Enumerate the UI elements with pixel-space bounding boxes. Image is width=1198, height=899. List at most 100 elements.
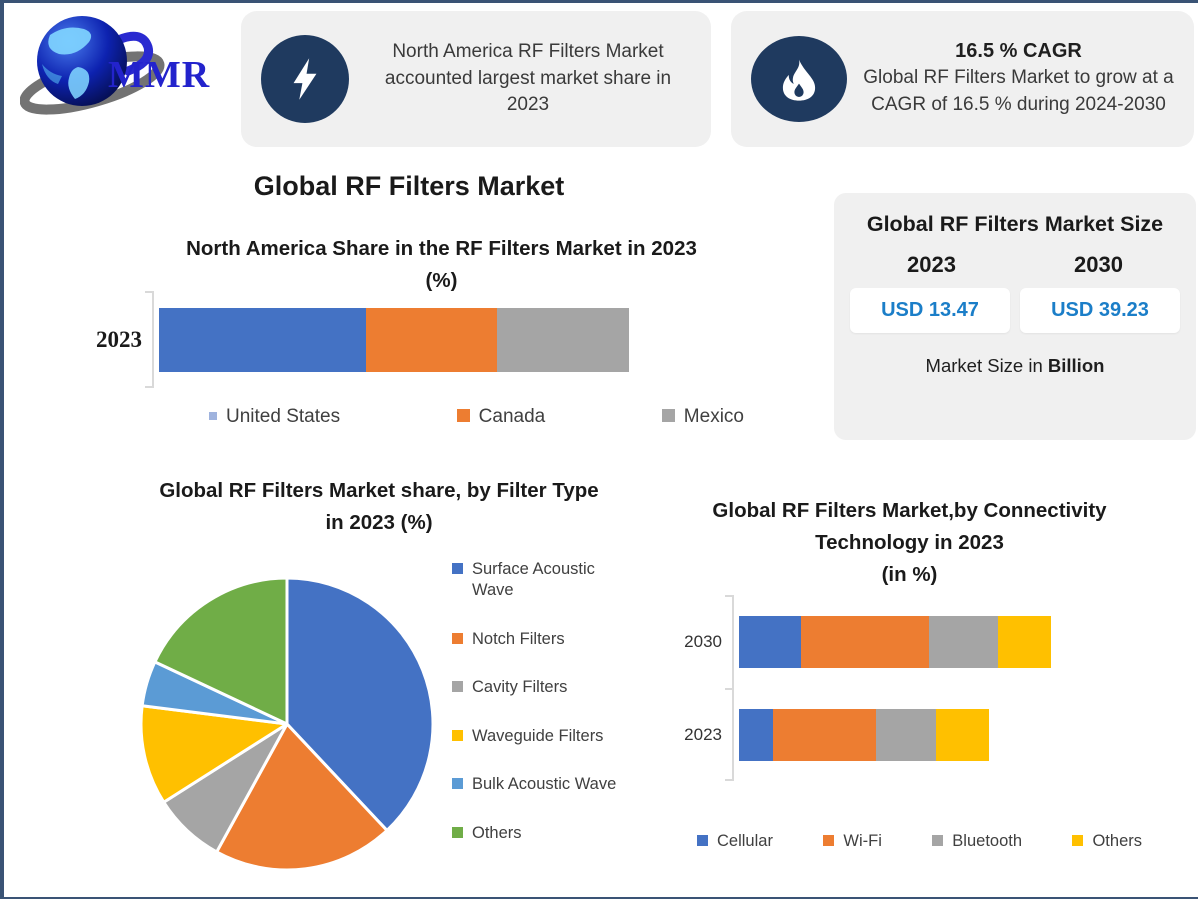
mmr-logo: MMR	[19, 9, 235, 121]
legend-item-notch-filters: Notch Filters	[452, 629, 632, 650]
legend-label-united-states: United States	[226, 406, 341, 427]
legend-label-bulk-acoustic-wave: Bulk Acoustic Wave	[472, 775, 617, 794]
page-title: Global RF Filters Market	[253, 171, 565, 201]
filter-type-pie-chart	[139, 576, 435, 872]
connectivity-chart-subtitle: (in %)	[881, 562, 938, 586]
market-size-title: Global RF Filters Market Size	[866, 212, 1164, 236]
legend-item-cavity-filters: Cavity Filters	[452, 677, 632, 698]
legend-label-bluetooth: Bluetooth	[952, 832, 1023, 850]
legend-swatch-mexico	[661, 409, 675, 422]
market-size-years: 2023 2030	[848, 252, 1182, 278]
legend-swatch-wi-fi	[823, 835, 835, 846]
bar-segment-cellular	[739, 615, 802, 668]
legend-swatch-others	[452, 826, 463, 838]
market-size-panel: Global RF Filters Market Size 2023 2030 …	[834, 193, 1196, 440]
year-2023-label: 2023	[907, 252, 956, 278]
legend-item-waveguide-filters: Waveguide Filters	[452, 726, 632, 747]
callout-north-america: North America RF Filters Market accounte…	[241, 11, 711, 147]
lightning-bolt-glyph	[293, 58, 317, 100]
legend-item-bulk-acoustic-wave: Bulk Acoustic Wave	[452, 774, 632, 795]
legend-item-others: Others	[452, 823, 632, 844]
legend-label-waveguide-filters: Waveguide Filters	[472, 726, 604, 745]
legend-swatch-bluetooth	[932, 835, 944, 846]
legend-swatch-united-states	[209, 412, 217, 420]
bar-chart-row: 2030	[684, 595, 1051, 688]
category-label-2023: 2023	[96, 326, 142, 352]
legend-swatch-canada	[456, 409, 470, 422]
connectivity-chart-title: Global RF Filters Market,by Connectivity…	[697, 495, 1122, 590]
pie-slice-notch-filters	[215, 722, 389, 872]
legend-swatch-cellular	[697, 835, 708, 846]
bar-segment-others	[935, 708, 989, 761]
legend-label-notch-filters: Notch Filters	[472, 629, 565, 648]
bar-segment-cellular	[739, 708, 774, 761]
legend-label-wi-fi: Wi-Fi	[843, 832, 882, 850]
na-share-chart-title-line: North America Share in the RF Filters Ma…	[186, 237, 697, 260]
legend-label-cavity-filters: Cavity Filters	[472, 678, 568, 697]
flame-glyph	[782, 59, 816, 101]
connectivity-bar-chart: 2030 2023	[684, 595, 1051, 781]
market-size-values: USD 13.47 USD 39.23	[848, 288, 1182, 334]
legend-label-surface-acoustic-wave: Surface Acoustic Wave	[472, 560, 595, 600]
market-size-note-prefix: Market Size in	[925, 355, 1048, 377]
market-size-value-2030: USD 39.23	[1051, 299, 1149, 322]
flame-icon	[751, 36, 847, 122]
legend-swatch-notch-filters	[452, 632, 463, 644]
legend-item-mexico: Mexico	[661, 405, 744, 430]
bar-segment-bluetooth	[929, 615, 998, 668]
bar-segment-mexico	[497, 307, 629, 372]
callout-north-america-text: North America RF Filters Market accounte…	[384, 41, 672, 116]
na-share-legend: United States Canada Mexico	[209, 405, 744, 430]
category-label-2030: 2030	[684, 631, 722, 651]
year-2030-label: 2030	[1074, 252, 1123, 278]
legend-item-united-states: United States	[209, 405, 340, 430]
lightning-icon	[261, 35, 349, 123]
na-share-chart-title: North America Share in the RF Filters Ma…	[149, 233, 734, 297]
callout-cagr: 16.5 % CAGR Global RF Filters Market to …	[731, 11, 1194, 147]
legend-item-others: Others	[1072, 831, 1142, 852]
legend-item-canada: Canada	[456, 405, 546, 430]
bar-segment-united-states	[159, 307, 366, 372]
stacked-bar-2023	[739, 708, 989, 761]
na-share-bar-chart: 2023	[82, 291, 629, 388]
pie-legend: Surface Acoustic Wave Notch Filters Cavity…	[452, 559, 632, 844]
bar-segment-wi-fi	[773, 708, 877, 761]
legend-label-others: Others	[1092, 832, 1142, 850]
legend-item-bluetooth: Bluetooth	[932, 831, 1022, 852]
legend-label-cellular: Cellular	[717, 832, 773, 850]
connectivity-chart-title-line: Global RF Filters Market,by Connectivity…	[712, 499, 1107, 554]
bar-track	[725, 688, 1051, 781]
pie-slice-waveguide-filters	[139, 704, 289, 804]
bar-segment-wi-fi	[801, 615, 930, 668]
connectivity-legend: Cellular Wi-Fi Bluetooth Others	[697, 831, 1142, 852]
legend-swatch-waveguide-filters	[452, 729, 463, 741]
legend-swatch-bulk-acoustic-wave	[452, 778, 463, 790]
legend-label-canada: Canada	[478, 406, 546, 427]
legend-item-wi-fi: Wi-Fi	[823, 831, 882, 852]
legend-label-others: Others	[472, 823, 522, 842]
market-size-card-2030: USD 39.23	[1020, 288, 1180, 334]
na-share-chart-subtitle: (%)	[425, 268, 458, 292]
stacked-bar-2030	[739, 615, 1051, 668]
bar-segment-canada	[365, 307, 498, 372]
cagr-heading: 16.5 % CAGR	[955, 39, 1082, 62]
bar-segment-others	[997, 615, 1051, 668]
legend-swatch-surface-acoustic-wave	[452, 563, 463, 574]
bar-track	[145, 291, 629, 388]
globe-icon	[19, 16, 165, 115]
pie-slice-surface-acoustic-wave	[285, 576, 435, 832]
stacked-bar-2023	[159, 307, 629, 372]
legend-item-surface-acoustic-wave: Surface Acoustic Wave	[452, 559, 632, 602]
callout-cagr-text: Global RF Filters Market to grow at a CA…	[863, 66, 1174, 115]
pie-chart-title: Global RF Filters Market share, by Filte…	[159, 479, 599, 534]
logo-text: MMR	[108, 54, 211, 96]
bar-segment-bluetooth	[876, 708, 936, 761]
bar-track	[725, 595, 1051, 688]
legend-label-mexico: Mexico	[683, 406, 744, 427]
legend-item-cellular: Cellular	[697, 831, 773, 852]
market-size-card-2023: USD 13.47	[850, 288, 1010, 334]
category-label-2023: 2023	[684, 724, 722, 744]
market-size-note-unit: Billion	[1047, 355, 1105, 377]
legend-swatch-others	[1072, 835, 1084, 846]
